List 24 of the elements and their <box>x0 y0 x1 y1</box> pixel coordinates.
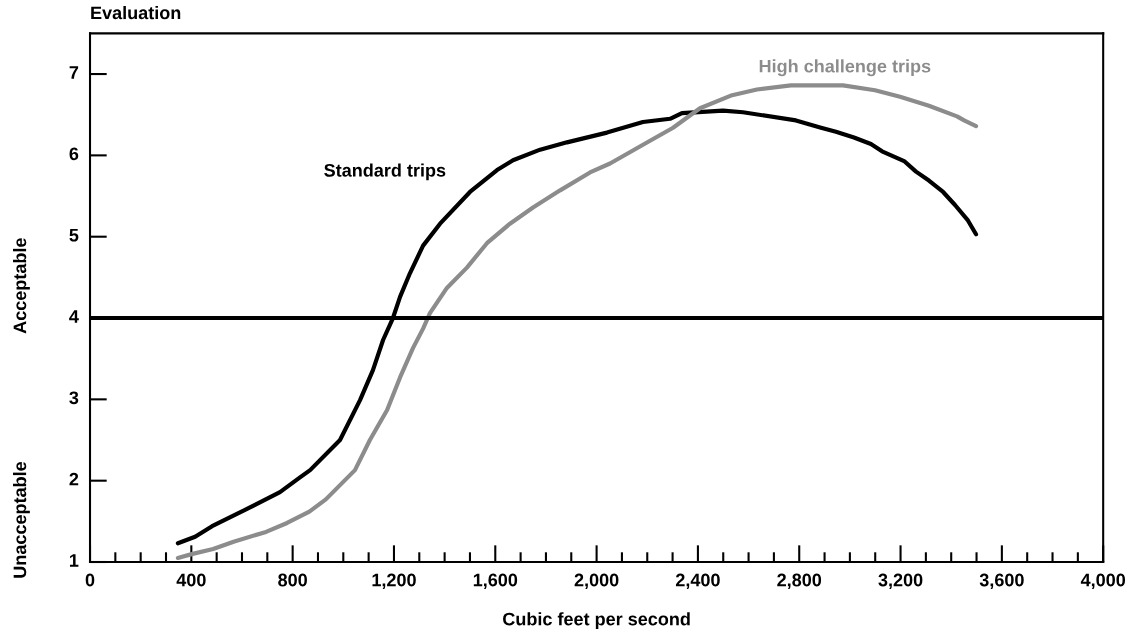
x-tick-label: 2,800 <box>777 573 822 589</box>
y-tick-label: 6 <box>69 147 79 161</box>
y-tick-label: 3 <box>69 391 79 405</box>
x-tick-label: 0 <box>85 573 95 587</box>
x-tick-label: 2,400 <box>675 573 720 589</box>
series-label: Standard trips <box>324 163 446 181</box>
text: Acceptable <box>13 238 30 334</box>
x-tick-label: 1,600 <box>473 573 518 589</box>
x-tick-label: 4,000 <box>1080 573 1126 589</box>
x-tick-label: 3,200 <box>878 573 923 589</box>
x-tick-label: 400 <box>176 573 206 587</box>
x-axis-title: Cubic feet per second <box>503 612 690 629</box>
y-tick-label: 7 <box>69 66 79 79</box>
x-tick-label: 800 <box>278 573 307 587</box>
x-tick-label: 2,000 <box>574 573 619 589</box>
series-label: High challenge trips <box>759 59 931 77</box>
y-axis-title: Evaluation <box>91 5 181 20</box>
y-tick-label: 4 <box>69 310 79 323</box>
text: Unacceptable <box>13 461 30 578</box>
x-tick-label: 3,600 <box>979 573 1024 589</box>
y-tick-label: 1 <box>70 554 79 567</box>
y-tick-label: 5 <box>69 228 79 242</box>
x-tick-label: 1,200 <box>372 573 416 589</box>
y-tick-label: 2 <box>69 472 79 486</box>
